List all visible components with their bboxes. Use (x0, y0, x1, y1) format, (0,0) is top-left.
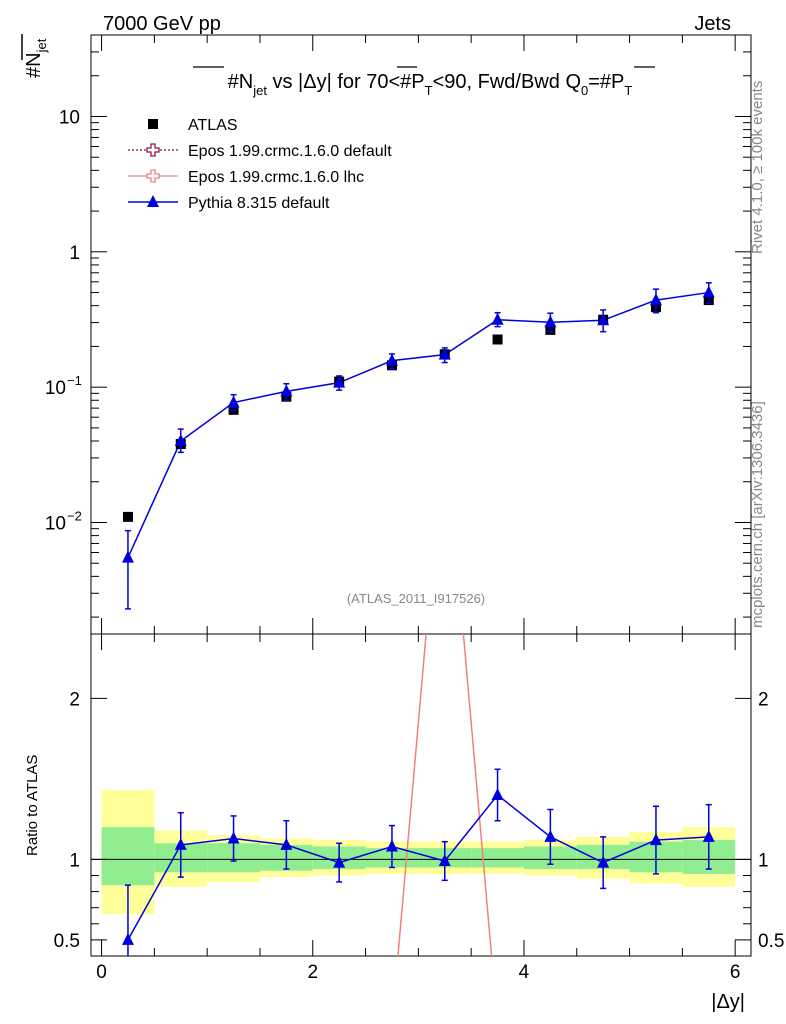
title-part-3: <90, Fwd/Bwd Q (433, 71, 581, 93)
pythia-ratio-point (280, 837, 293, 850)
pythia-ratio-point (385, 839, 398, 852)
pythia-ratio-point (649, 833, 662, 846)
top-y-tick-label: 10 (45, 378, 66, 399)
title-sub-1: jet (252, 83, 267, 98)
title-part-2: vs |Δy| for 70<#P (267, 71, 425, 93)
ratio-axis-ticks: 2 2 1 1 0.5 0.5 (54, 689, 785, 952)
pythia-line (127, 291, 709, 558)
pythia-point (333, 375, 346, 388)
x-tick-label: 2 (307, 962, 318, 983)
pythia-point (174, 434, 187, 447)
rivet-label: Rivet 4.1.0, ≥ 100k events (749, 81, 766, 254)
top-y-tick-label: 1 (69, 243, 80, 264)
title-part-4: =#P (588, 71, 624, 93)
pythia-point (227, 395, 240, 408)
pythia-point (649, 293, 662, 306)
top-y-label-main: #N (23, 52, 45, 78)
pythia-point (544, 315, 557, 328)
title-sub-2: T (425, 83, 433, 98)
x-tick-label: 6 (730, 962, 741, 983)
x-tick-label: 0 (96, 962, 107, 983)
top-y-tick-label-exponent: −1 (67, 373, 82, 388)
legend-entry: Pythia 8.315 default (128, 195, 330, 212)
pythia-point (438, 347, 451, 360)
pythia-ratio-line (127, 793, 709, 941)
pythia-ratio-point (491, 788, 504, 800)
svg-text:#Njet: #Njet (23, 38, 49, 78)
legend-entry: ATLAS (148, 117, 238, 134)
legend-entry: Epos 1.99.crmc.1.6.0 default (128, 143, 392, 160)
svg-text:#Njet vs |Δy| for 70<#PT<90, F: #Njet vs |Δy| for 70<#PT<90, Fwd/Bwd Q0=… (228, 71, 633, 98)
pythia-point (121, 550, 134, 563)
ratio-band-inner (101, 827, 155, 886)
pythia-ratio-point (227, 831, 240, 844)
legend-label: Epos 1.99.crmc.1.6.0 lhc (188, 169, 364, 186)
legend-label: Pythia 8.315 default (188, 195, 330, 212)
top-y-tick-label: 10 (45, 513, 66, 534)
pythia-ratio-point (544, 829, 557, 842)
ratio-y-tick-label: 0.5 (54, 931, 80, 952)
x-tick-label: 4 (519, 962, 530, 983)
legend: ATLAS Epos 1.99.crmc.1.6.0 default Epos 1.… (128, 117, 392, 212)
ratio-y-tick-label: 1 (69, 850, 80, 871)
epos-lhc-ratio-line (397, 634, 493, 956)
mcplots-label: mcplots.cern.ch [arXiv:1306.3436] (749, 401, 766, 628)
pythia-ratio-point (597, 855, 610, 868)
pythia-ratio-point (174, 837, 187, 850)
pythia-point (702, 285, 715, 298)
ratio-y-tick-label-right: 0.5 (758, 931, 784, 952)
ratio-y-tick-label-right: 1 (758, 850, 769, 871)
pythia-ratio-point (121, 932, 134, 945)
energy-label: 7000 GeV pp (103, 13, 221, 35)
x-axis-ticks: 0 2 4 6 (96, 35, 740, 983)
ratio-band-inner (471, 848, 524, 868)
pythia-ratio-point (333, 855, 346, 868)
pythia-ratio-point (702, 829, 715, 842)
legend-marker-square (148, 119, 158, 129)
legend-entry: Epos 1.99.crmc.1.6.0 lhc (128, 169, 364, 186)
process-label: Jets (694, 13, 731, 35)
ratio-y-tick-label: 2 (69, 689, 80, 710)
top-y-label-sub: jet (34, 38, 49, 53)
pythia-point (597, 313, 610, 326)
atlas-point (492, 334, 503, 345)
top-y-tick-label-exponent: −2 (67, 508, 82, 523)
pythia-point (385, 353, 398, 366)
top-y-axis-label: #Njet (21, 34, 49, 78)
legend-marker-triangle (147, 195, 159, 207)
top-y-tick-label: 10 (59, 107, 80, 128)
atlas-point (122, 511, 133, 522)
pythia-point (280, 384, 293, 397)
pythia-ratio-point (438, 854, 451, 867)
title-sub-4: T (624, 83, 632, 98)
analysis-watermark: (ATLAS_2011_I917526) (347, 591, 485, 606)
ratio-bands (91, 790, 751, 915)
ratio-plot-marks (121, 634, 715, 956)
title-sub-3: 0 (581, 83, 588, 98)
title-part-1: #N (228, 71, 254, 93)
ratio-y-axis-label: Ratio to ATLAS (24, 755, 41, 856)
legend-label: Epos 1.99.crmc.1.6.0 default (188, 143, 392, 160)
legend-label: ATLAS (188, 117, 238, 134)
ratio-plot-frame (90, 633, 752, 957)
x-axis-label: |Δy| (711, 991, 745, 1013)
ratio-y-tick-label-right: 2 (758, 689, 769, 710)
legend-marker-cross (146, 169, 160, 183)
legend-marker-cross (146, 143, 160, 157)
top-plot-marks (121, 282, 715, 610)
pythia-point (491, 312, 504, 325)
plot-title: #Njet vs |Δy| for 70<#PT<90, Fwd/Bwd Q0=… (193, 66, 655, 98)
